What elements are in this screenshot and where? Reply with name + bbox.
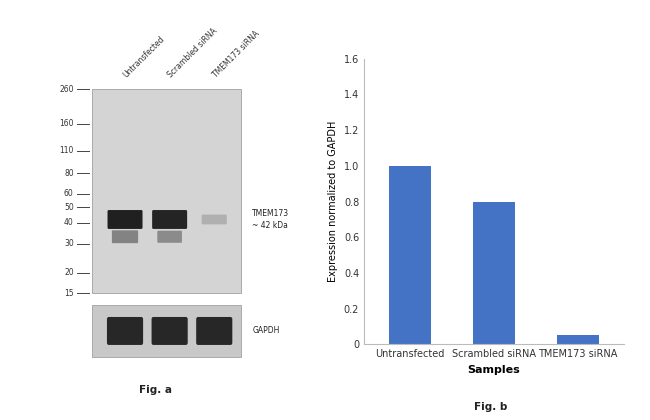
Bar: [389, 166, 431, 344]
Bar: [92, 304, 241, 357]
FancyBboxPatch shape: [107, 210, 142, 229]
Bar: [473, 202, 515, 344]
Text: Fig. a: Fig. a: [138, 385, 172, 395]
Text: 260: 260: [59, 84, 73, 94]
Text: GAPDH: GAPDH: [252, 326, 280, 336]
Bar: [92, 89, 241, 293]
FancyBboxPatch shape: [112, 230, 138, 243]
Text: Fig. b: Fig. b: [474, 402, 508, 412]
X-axis label: Samples: Samples: [467, 365, 521, 375]
Text: 50: 50: [64, 202, 73, 212]
Text: TMEM173 siRNA: TMEM173 siRNA: [211, 29, 261, 80]
FancyBboxPatch shape: [196, 317, 232, 345]
Text: 160: 160: [59, 119, 73, 128]
FancyBboxPatch shape: [152, 210, 187, 229]
Text: 60: 60: [64, 189, 73, 199]
Text: 110: 110: [59, 146, 73, 155]
Y-axis label: Expression normalized to GAPDH: Expression normalized to GAPDH: [328, 121, 338, 282]
Text: Scrambled siRNA: Scrambled siRNA: [166, 26, 219, 80]
FancyBboxPatch shape: [157, 231, 182, 243]
Text: 15: 15: [64, 289, 73, 298]
Text: 30: 30: [64, 239, 73, 248]
Text: Untransfected: Untransfected: [122, 35, 166, 80]
FancyBboxPatch shape: [107, 317, 143, 345]
Text: 80: 80: [64, 169, 73, 178]
FancyBboxPatch shape: [202, 215, 227, 224]
Text: 40: 40: [64, 218, 73, 228]
FancyBboxPatch shape: [151, 317, 188, 345]
Text: TMEM173
~ 42 kDa: TMEM173 ~ 42 kDa: [252, 209, 290, 230]
Text: 20: 20: [64, 268, 73, 277]
Bar: [557, 336, 599, 344]
